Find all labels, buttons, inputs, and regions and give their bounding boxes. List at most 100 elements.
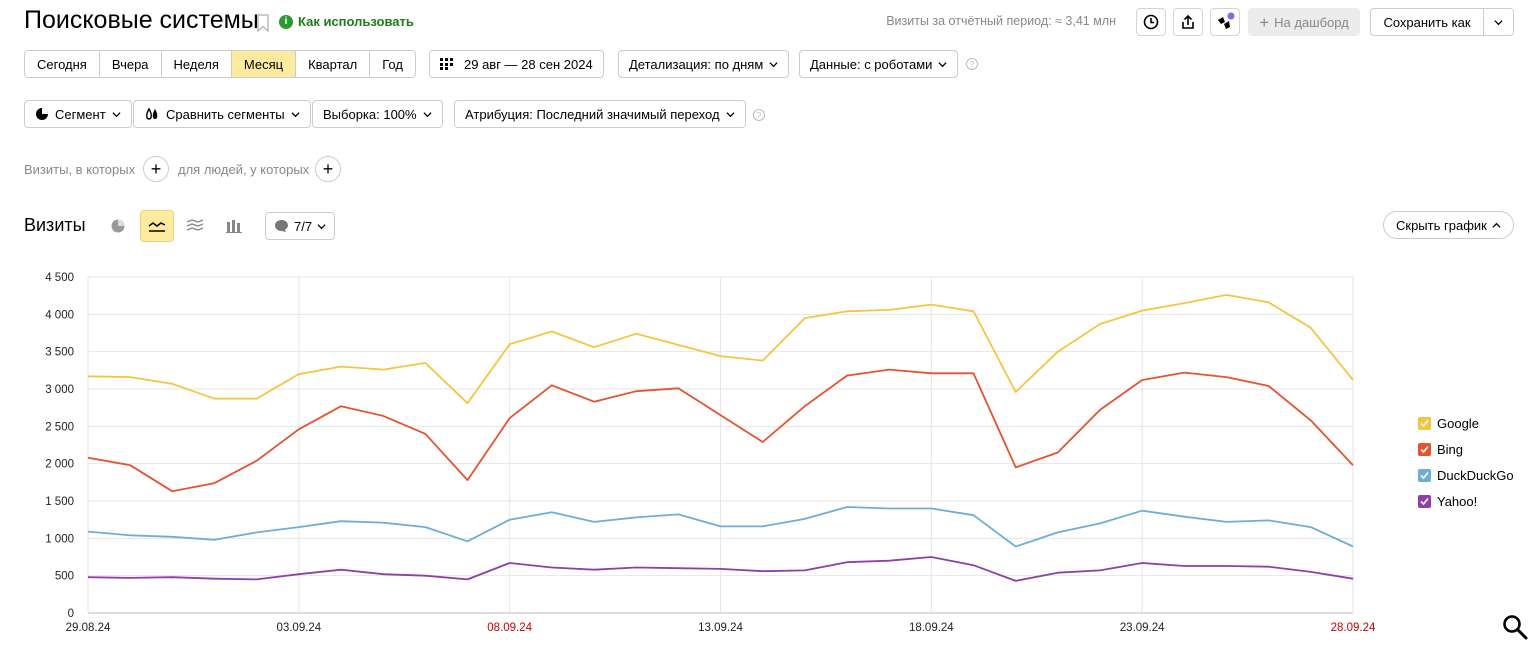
sample-dropdown[interactable]: Выборка: 100% — [312, 100, 443, 128]
period-selector: Сегодня Вчера Неделя Месяц Квартал Год — [24, 50, 416, 78]
chevron-down-icon — [423, 111, 432, 117]
compare-label: Сравнить сегменты — [166, 106, 285, 122]
attribution-dropdown[interactable]: Атрибуция: Последний значимый переход — [454, 100, 746, 128]
segment-dropdown[interactable]: Сегмент — [24, 100, 132, 128]
y-tick-label: 0 — [68, 608, 74, 620]
data-dropdown[interactable]: Данные: с роботами — [799, 50, 959, 78]
y-tick-label: 4 000 — [45, 309, 74, 321]
period-5[interactable]: Год — [370, 51, 415, 77]
clock-icon — [1143, 14, 1159, 30]
checkbox-icon[interactable] — [1418, 468, 1431, 482]
period-0[interactable]: Сегодня — [25, 51, 100, 77]
hide-chart-label: Скрыть график — [1396, 217, 1487, 233]
legend-item[interactable]: Bing — [1418, 436, 1514, 462]
chart-title: Визиты — [24, 215, 86, 235]
help-icon[interactable]: ? — [966, 58, 978, 70]
compare-segments-dropdown[interactable]: Сравнить сегменты — [133, 100, 311, 128]
y-tick-label: 1 000 — [45, 533, 74, 545]
chart-legend: Google Bing DuckDuckGo Yahoo! — [1418, 410, 1514, 514]
chevron-down-icon — [112, 111, 121, 117]
legend-item[interactable]: Yahoo! — [1418, 488, 1514, 514]
chevron-up-icon — [1492, 222, 1501, 228]
assistant-icon — [1218, 12, 1235, 29]
checkbox-icon[interactable] — [1418, 442, 1431, 456]
period-3[interactable]: Месяц — [231, 51, 297, 77]
line-chart-icon — [148, 222, 166, 232]
sample-label: Выборка: 100% — [323, 106, 417, 122]
series-line-yahoo — [87, 556, 1354, 582]
add-people-filter-button[interactable]: + — [315, 156, 341, 182]
x-tick-label: 08.09.24 — [487, 622, 532, 634]
pie-segment-icon — [36, 108, 48, 120]
dashboard-label: На дашборд — [1274, 14, 1349, 30]
period-1[interactable]: Вчера — [99, 51, 162, 77]
period-4[interactable]: Квартал — [296, 51, 371, 77]
history-button[interactable] — [1136, 8, 1166, 36]
series-count: 7/7 — [294, 218, 313, 234]
x-tick-label: 23.09.24 — [1120, 622, 1165, 634]
area-chart-icon — [186, 219, 204, 231]
legend-label: Google — [1437, 415, 1479, 431]
data-label: Данные: с роботами — [810, 56, 933, 72]
chevron-down-icon — [317, 223, 326, 229]
legend-label: Yahoo! — [1437, 493, 1478, 509]
bar-chart-type-button[interactable] — [217, 210, 251, 242]
bar-chart-icon — [226, 220, 242, 233]
save-as-button[interactable]: Сохранить как — [1370, 8, 1514, 36]
x-tick-label: 29.08.24 — [66, 622, 111, 634]
plus-icon: + — [150, 159, 162, 179]
y-tick-label: 2 500 — [45, 421, 74, 433]
share-icon — [1182, 14, 1194, 29]
add-to-dashboard-button[interactable]: + На дашборд — [1248, 8, 1360, 36]
date-range-label: 29 авг — 28 сен 2024 — [464, 56, 593, 72]
visits-filter-label: Визиты, в которых — [24, 162, 136, 177]
x-tick-label: 28.09.24 — [1331, 622, 1376, 634]
ai-assistant-button[interactable] — [1210, 8, 1240, 36]
chevron-down-icon — [291, 111, 300, 117]
how-to-use-link[interactable]: i Как использовать — [279, 14, 414, 29]
hide-chart-button[interactable]: Скрыть график — [1383, 211, 1514, 239]
plus-icon: + — [1259, 12, 1270, 32]
y-tick-label: 4 500 — [45, 272, 74, 284]
detail-dropdown[interactable]: Детализация: по дням — [618, 50, 790, 78]
y-tick-label: 500 — [55, 571, 74, 583]
x-tick-label: 13.09.24 — [698, 622, 743, 634]
area-chart-type-button[interactable] — [178, 210, 212, 242]
add-visit-filter-button[interactable]: + — [143, 156, 169, 182]
y-tick-label: 3 500 — [45, 347, 74, 359]
people-filter-label: для людей, у которых — [178, 162, 310, 177]
checkbox-icon[interactable] — [1418, 494, 1431, 508]
drops-icon — [146, 107, 158, 120]
plus-icon: + — [322, 159, 334, 179]
chevron-down-icon — [769, 61, 778, 67]
calendar-icon — [440, 58, 453, 70]
segment-label: Сегмент — [55, 106, 106, 122]
series-line-duckduckgo — [87, 506, 1354, 548]
magnifier-icon[interactable] — [1502, 614, 1528, 640]
bookmark-icon[interactable] — [256, 14, 270, 32]
visits-period-summary: Визиты за отчётный период: ≈ 3,41 млн — [886, 14, 1116, 28]
legend-label: DuckDuckGo — [1437, 467, 1514, 483]
help-icon[interactable]: ? — [753, 109, 765, 121]
checkbox-icon[interactable] — [1418, 416, 1431, 430]
date-range-picker[interactable]: 29 авг — 28 сен 2024 — [429, 50, 604, 78]
pie-chart-type-button[interactable] — [101, 210, 135, 242]
chevron-down-icon[interactable] — [1483, 9, 1513, 35]
export-button[interactable] — [1173, 8, 1203, 36]
x-tick-label: 18.09.24 — [909, 622, 954, 634]
y-tick-label: 2 000 — [45, 459, 74, 471]
visits-line-chart: 0 500 1 000 1 500 2 000 2 500 3 000 3 500 4 000 4… — [45, 272, 1376, 634]
chevron-down-icon — [938, 61, 947, 67]
series-selector[interactable]: 7/7 — [265, 212, 336, 240]
y-tick-label: 3 000 — [45, 384, 74, 396]
comment-icon — [275, 220, 288, 232]
line-chart-type-button[interactable] — [140, 210, 174, 242]
legend-label: Bing — [1437, 441, 1464, 457]
legend-item[interactable]: DuckDuckGo — [1418, 462, 1514, 488]
x-tick-label: 03.09.24 — [276, 622, 321, 634]
pie-chart-icon — [111, 219, 125, 233]
chevron-down-icon — [726, 111, 735, 117]
y-tick-label: 1 500 — [45, 496, 74, 508]
legend-item[interactable]: Google — [1418, 410, 1514, 436]
period-2[interactable]: Неделя — [161, 51, 232, 77]
